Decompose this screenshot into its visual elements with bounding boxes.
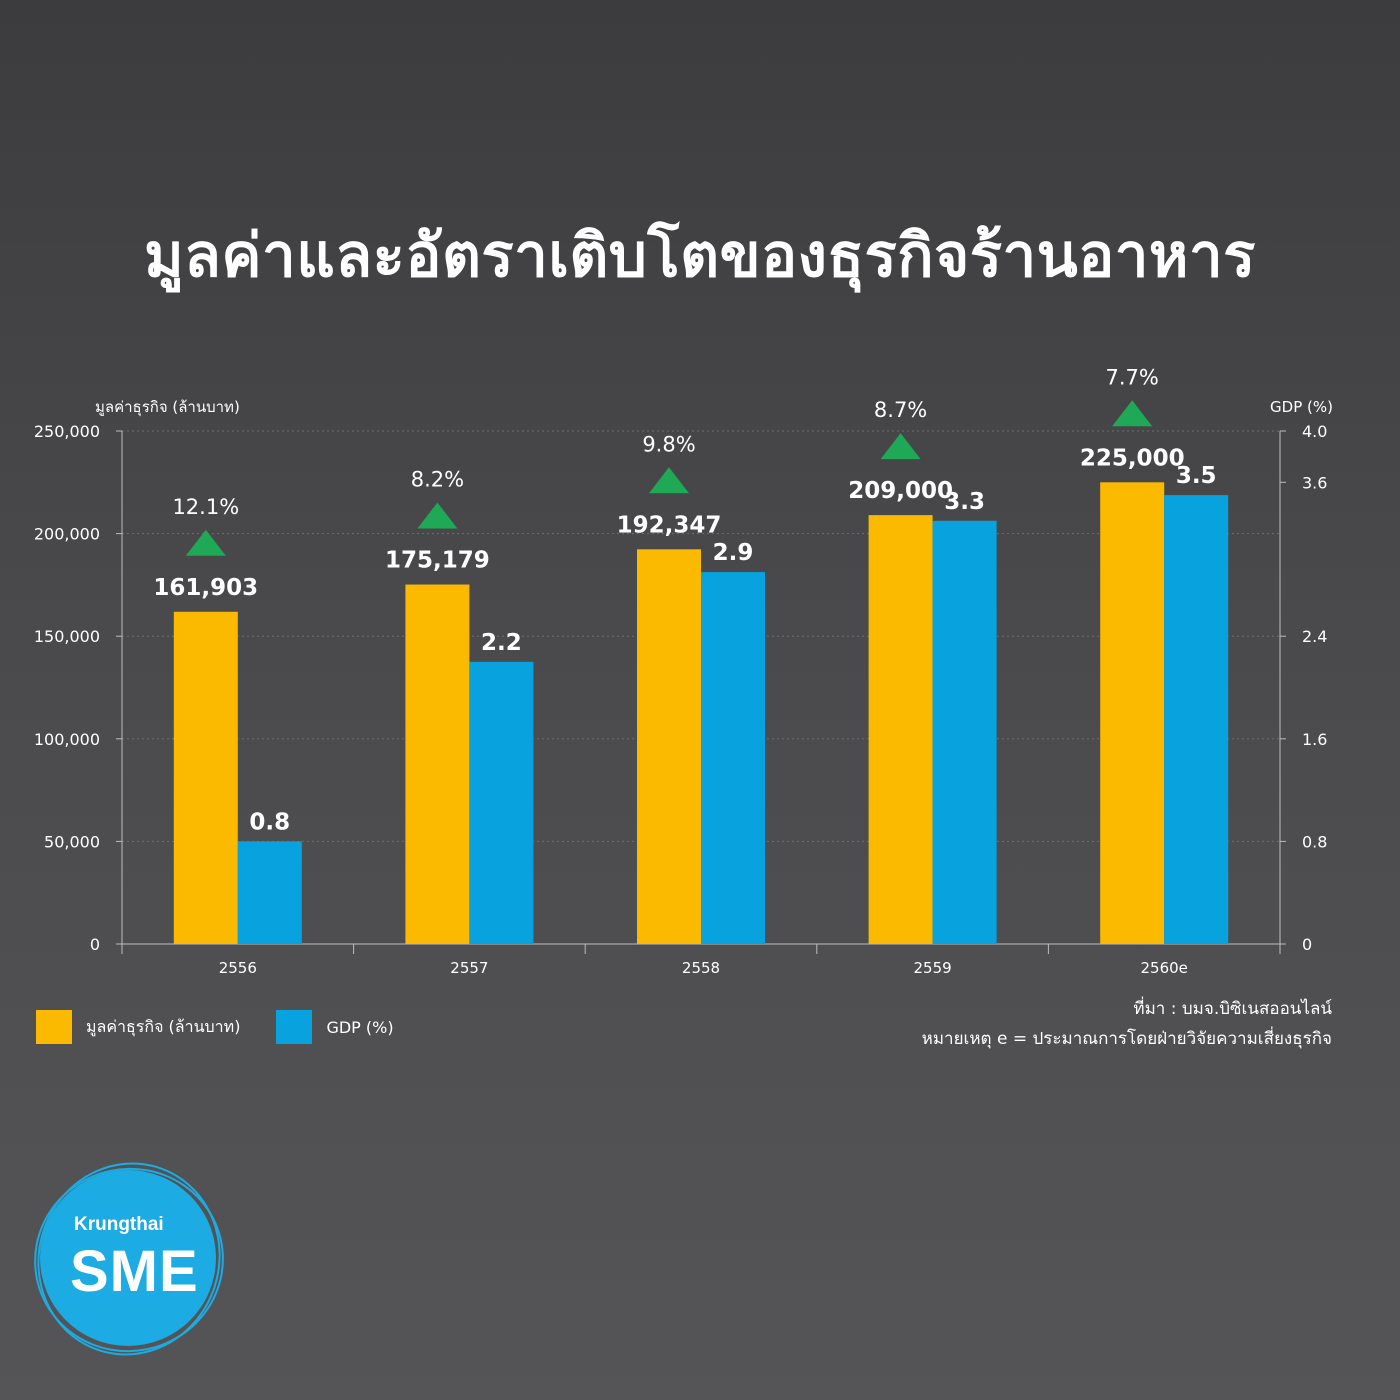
legend-label-gdp: GDP (%) xyxy=(326,1017,394,1037)
bar-business-value xyxy=(637,549,701,944)
x-tick-label: 2559 xyxy=(914,959,952,977)
bar-label-business-value: 161,903 xyxy=(153,575,258,601)
x-tick-label: 2557 xyxy=(450,959,488,977)
bar-label-business-value: 225,000 xyxy=(1080,445,1185,471)
bar-gdp xyxy=(237,841,302,944)
bar-gdp xyxy=(701,572,765,944)
source-note: ที่มา : บมจ.บิซิเนสออนไลน์ xyxy=(1133,999,1332,1019)
bar-label-gdp: 3.5 xyxy=(1176,463,1217,489)
legend-swatch-business-value xyxy=(36,1010,72,1044)
bar-label-business-value: 209,000 xyxy=(848,478,953,504)
y-left-tick-label: 200,000 xyxy=(34,525,100,544)
legend: มูลค่าธุรกิจ (ล้านบาท) GDP (%) xyxy=(36,1010,394,1044)
bar-label-business-value: 192,347 xyxy=(617,512,722,538)
x-tick-label: 2556 xyxy=(219,959,257,977)
y-right-tick-label: 1.6 xyxy=(1302,730,1327,749)
x-tick-label: 2560e xyxy=(1140,959,1187,977)
growth-label: 8.2% xyxy=(411,468,464,492)
bar-label-gdp: 2.9 xyxy=(713,540,754,566)
logo-text-main: SME xyxy=(70,1239,199,1304)
logo-circle xyxy=(40,1170,216,1346)
bar-business-value xyxy=(173,611,238,944)
growth-up-arrow-icon xyxy=(649,467,689,494)
growth-label: 9.8% xyxy=(642,432,695,456)
legend-label-business-value: มูลค่าธุรกิจ (ล้านบาท) xyxy=(86,1016,241,1036)
y-left-tick-label: 50,000 xyxy=(44,832,100,851)
y-left-tick-label: 150,000 xyxy=(34,627,100,646)
growth-up-arrow-icon xyxy=(185,529,226,556)
bar-business-value xyxy=(405,584,470,944)
growth-label: 12.1% xyxy=(172,495,239,519)
growth-up-arrow-icon xyxy=(880,433,921,460)
page-title: มูลค่าและอัตราเติบโตของธุรกิจร้านอาหาร xyxy=(144,221,1256,291)
y-right-tick-label: 2.4 xyxy=(1302,627,1327,646)
growth-label: 8.7% xyxy=(874,398,927,422)
bar-label-gdp: 0.8 xyxy=(249,809,290,835)
growth-up-arrow-icon xyxy=(1112,400,1153,427)
bar-label-business-value: 175,179 xyxy=(385,548,490,574)
growth-up-arrow-icon xyxy=(417,502,458,529)
y-right-tick-label: 0.8 xyxy=(1302,832,1327,851)
bar-gdp xyxy=(932,520,997,944)
y-left-tick-label: 0 xyxy=(90,935,100,954)
y-right-tick-label: 0 xyxy=(1302,935,1312,954)
legend-swatch-gdp xyxy=(276,1010,313,1044)
bar-business-value xyxy=(1100,482,1165,944)
bar-gdp xyxy=(469,661,534,944)
y-left-tick-label: 100,000 xyxy=(34,730,100,749)
remark-note: หมายเหตุ e = ประมาณการโดยฝ่ายวิจัยความเส… xyxy=(921,1029,1332,1049)
y-right-axis-title: GDP (%) xyxy=(1270,398,1333,416)
y-left-axis-title: มูลค่าธุรกิจ (ล้านบาท) xyxy=(95,398,240,417)
y-right-tick-label: 3.6 xyxy=(1302,473,1327,492)
bar-label-gdp: 2.2 xyxy=(481,630,522,656)
bar-business-value xyxy=(868,515,933,944)
logo-text-top: Krungthai xyxy=(74,1214,164,1235)
growth-label: 7.7% xyxy=(1106,365,1159,389)
bar-label-gdp: 3.3 xyxy=(944,489,985,515)
notes: ที่มา : บมจ.บิซิเนสออนไลน์ หมายเหตุ e = … xyxy=(922,994,1332,1054)
bar-gdp xyxy=(1164,495,1229,944)
y-left-tick-label: 250,000 xyxy=(34,422,100,441)
krungthai-sme-logo: Krungthai SME xyxy=(12,1138,246,1380)
x-tick-label: 2558 xyxy=(682,959,720,977)
y-right-tick-label: 4.0 xyxy=(1302,422,1327,441)
